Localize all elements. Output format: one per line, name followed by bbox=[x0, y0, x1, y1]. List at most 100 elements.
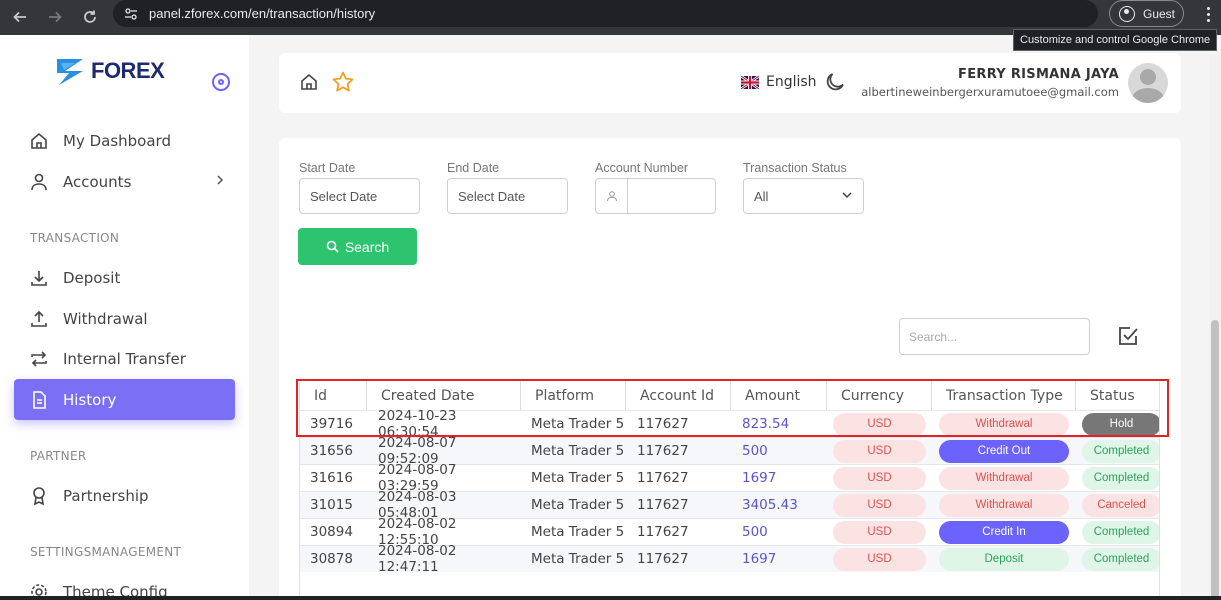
start-date-label: Start Date bbox=[299, 161, 356, 175]
back-arrow-icon[interactable] bbox=[10, 7, 30, 27]
table-row[interactable]: 30894 2024-08-02 12:55:10 Meta Trader 5 … bbox=[300, 516, 1159, 548]
transaction-type-badge: Withdrawal bbox=[939, 466, 1069, 490]
cell-created-date: 2024-08-03 05:48:01 bbox=[378, 489, 457, 521]
sidebar-item-label: My Dashboard bbox=[63, 131, 171, 150]
column-header-platform[interactable]: Platform bbox=[521, 381, 626, 410]
cell-account-id: 117627 bbox=[637, 470, 689, 486]
table-row[interactable]: 31656 2024-08-07 09:52:09 Meta Trader 5 … bbox=[300, 435, 1159, 467]
address-bar[interactable]: panel.zforex.com/en/transaction/history bbox=[113, 0, 1098, 27]
column-header-account-id[interactable]: Account Id bbox=[626, 381, 731, 410]
home-icon[interactable] bbox=[299, 72, 319, 96]
cell-id: 30894 bbox=[310, 524, 353, 540]
profile-label: Guest bbox=[1143, 6, 1176, 21]
status-badge: Hold bbox=[1082, 412, 1159, 436]
sidebar-item-label: Internal Transfer bbox=[63, 349, 186, 368]
scrollbar-thumb[interactable] bbox=[1211, 320, 1219, 600]
section-title-settings: SETTINGSMANAGEMENT bbox=[30, 545, 182, 559]
status-badge: Completed bbox=[1082, 466, 1159, 490]
forward-arrow-icon[interactable] bbox=[45, 7, 65, 27]
sidebar-item-internal-transfer[interactable]: Internal Transfer bbox=[14, 338, 235, 379]
column-header-status[interactable]: Status bbox=[1090, 387, 1135, 404]
profile-button[interactable]: Guest bbox=[1109, 0, 1184, 27]
table-row[interactable]: 30878 2024-08-02 12:47:11 Meta Trader 5 … bbox=[300, 543, 1159, 575]
sidebar-item-label: Theme Config bbox=[63, 582, 168, 600]
account-number-label: Account Number bbox=[595, 161, 689, 175]
user-name: FERRY RISMANA JAYA bbox=[958, 67, 1119, 82]
section-title-transaction: TRANSACTION bbox=[30, 231, 120, 245]
home-icon bbox=[28, 130, 50, 152]
transfer-icon bbox=[28, 348, 50, 370]
transaction-type-badge: Deposit bbox=[939, 547, 1069, 571]
sidebar-item-partnership[interactable]: Partnership bbox=[14, 475, 235, 516]
logo[interactable]: FOREX bbox=[55, 55, 165, 87]
sidebar: FOREX My Dashboard Accounts TRANSACTION … bbox=[0, 35, 249, 600]
cell-platform: Meta Trader 5 bbox=[531, 497, 625, 513]
page-scrollbar[interactable] bbox=[1209, 55, 1221, 600]
currency-badge: USD bbox=[833, 493, 926, 517]
cell-amount: 1697 bbox=[742, 551, 777, 567]
checkbox-icon[interactable] bbox=[1117, 325, 1139, 351]
column-header-amount[interactable]: Amount bbox=[731, 381, 827, 410]
document-icon bbox=[28, 389, 50, 411]
transaction-table: Id Created Date Platform Account Id Amou… bbox=[299, 381, 1160, 600]
end-date-input[interactable]: Select Date bbox=[447, 178, 568, 214]
table-row[interactable]: 31616 2024-08-07 03:29:59 Meta Trader 5 … bbox=[300, 462, 1159, 494]
browser-toolbar: panel.zforex.com/en/transaction/history … bbox=[0, 0, 1221, 35]
column-header-created-date[interactable]: Created Date bbox=[367, 381, 521, 410]
currency-badge: USD bbox=[833, 547, 926, 571]
sidebar-item-deposit[interactable]: Deposit bbox=[14, 257, 235, 298]
logo-icon bbox=[57, 59, 83, 85]
uk-flag-icon bbox=[741, 75, 759, 89]
cell-id: 31616 bbox=[310, 470, 353, 486]
bottom-edge bbox=[0, 596, 1221, 600]
start-date-input[interactable]: Select Date bbox=[299, 178, 420, 214]
transaction-type-badge: Credit Out bbox=[939, 439, 1069, 463]
sidebar-item-accounts[interactable]: Accounts bbox=[14, 161, 235, 202]
table-row[interactable]: 39716 2024-10-23 06:30:54 Meta Trader 5 … bbox=[300, 408, 1159, 440]
cell-amount: 823.54 bbox=[742, 416, 790, 432]
moon-icon[interactable] bbox=[823, 70, 847, 98]
cell-id: 31015 bbox=[310, 497, 353, 513]
column-header-currency[interactable]: Currency bbox=[827, 381, 932, 410]
search-icon bbox=[326, 240, 339, 253]
cell-platform: Meta Trader 5 bbox=[531, 416, 625, 432]
transaction-type-badge: Withdrawal bbox=[939, 412, 1069, 436]
table-search-input[interactable]: Search... bbox=[899, 318, 1090, 355]
table-row[interactable]: 31015 2024-08-03 05:48:01 Meta Trader 5 … bbox=[300, 489, 1159, 521]
chrome-menu-icon[interactable] bbox=[1198, 3, 1218, 25]
sidebar-item-label: Accounts bbox=[63, 172, 132, 191]
cell-amount: 500 bbox=[742, 443, 768, 459]
reload-icon[interactable] bbox=[80, 7, 100, 27]
cell-created-date: 2024-08-02 12:55:10 bbox=[378, 516, 457, 548]
site-settings-icon[interactable] bbox=[123, 6, 139, 22]
transaction-status-select[interactable]: All bbox=[743, 178, 864, 214]
account-number-input[interactable] bbox=[595, 178, 716, 214]
status-badge: Canceled bbox=[1082, 493, 1159, 517]
sidebar-item-history[interactable]: History bbox=[14, 379, 235, 420]
search-button[interactable]: Search bbox=[298, 228, 417, 265]
cell-id: 39716 bbox=[310, 416, 353, 432]
user-icon bbox=[28, 171, 50, 193]
sidebar-item-withdrawal[interactable]: Withdrawal bbox=[14, 298, 235, 339]
status-badge: Completed bbox=[1082, 547, 1159, 571]
avatar[interactable] bbox=[1128, 63, 1168, 103]
person-icon bbox=[596, 179, 628, 213]
language-selector[interactable]: English bbox=[741, 74, 817, 90]
column-header-id[interactable]: Id bbox=[300, 381, 367, 410]
star-icon[interactable] bbox=[331, 70, 355, 98]
sidebar-item-dashboard[interactable]: My Dashboard bbox=[14, 120, 235, 161]
cell-account-id: 117627 bbox=[637, 443, 689, 459]
transaction-status-label: Transaction Status bbox=[743, 161, 847, 175]
sidebar-item-label: History bbox=[63, 390, 117, 409]
sidebar-toggle-icon[interactable] bbox=[212, 73, 230, 91]
top-header: English FERRY RISMANA JAYA albertinewein… bbox=[279, 53, 1181, 113]
cell-amount: 1697 bbox=[742, 470, 777, 486]
currency-badge: USD bbox=[833, 520, 926, 544]
cell-platform: Meta Trader 5 bbox=[531, 524, 625, 540]
column-header-transaction-type[interactable]: Transaction Type bbox=[932, 381, 1076, 410]
cell-created-date: 2024-08-07 03:29:59 bbox=[378, 462, 457, 494]
cell-created-date: 2024-08-02 12:47:11 bbox=[378, 543, 457, 575]
address-url[interactable]: panel.zforex.com/en/transaction/history bbox=[149, 6, 376, 21]
section-title-partner: PARTNER bbox=[30, 449, 87, 463]
end-date-label: End Date bbox=[447, 161, 500, 175]
